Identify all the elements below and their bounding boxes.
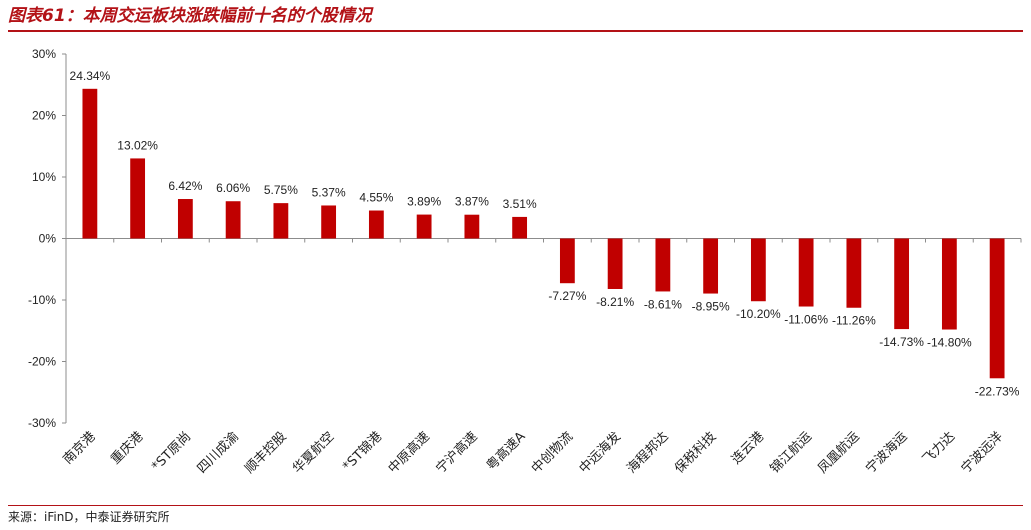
- data-label: 24.34%: [70, 69, 111, 83]
- data-label: 4.55%: [359, 191, 393, 205]
- x-tick-label: *ST锦港: [340, 429, 385, 474]
- y-tick-label: 30%: [32, 47, 56, 61]
- x-tick-label: *ST原尚: [149, 429, 194, 474]
- bar: [750, 238, 766, 302]
- x-tick-label: 四川成渝: [194, 429, 242, 477]
- data-label: -7.27%: [548, 289, 586, 303]
- source-rule: [8, 505, 1023, 506]
- bar: [894, 238, 910, 330]
- x-tick-label: 南京港: [60, 429, 99, 468]
- bar-chart: 30% 20% 10% 0% -10% -20% -30% 24.34% 南京港 13.02% 重庆…: [28, 47, 1022, 477]
- bar: [273, 203, 289, 239]
- bar: [989, 238, 1005, 379]
- data-label: 3.89%: [407, 195, 441, 209]
- figure-title: 图表61：本周交运板块涨跌幅前十名的个股情况: [8, 6, 372, 26]
- bar: [846, 238, 862, 308]
- data-label: -8.95%: [692, 300, 730, 314]
- data-label: -8.21%: [596, 295, 634, 309]
- x-tick-label: 飞力达: [920, 429, 958, 467]
- x-tick-label: 顺丰控股: [242, 429, 289, 476]
- x-tick-label: 宁波远洋: [958, 429, 1006, 477]
- bar: [464, 214, 480, 239]
- bar: [703, 238, 719, 294]
- x-tick-label: 重庆港: [108, 429, 147, 468]
- x-tick-label: 华夏航空: [289, 429, 337, 477]
- x-tick-label: 锦江航运: [767, 429, 815, 477]
- y-tick-label: 20%: [32, 109, 56, 123]
- y-tick-label: -10%: [28, 293, 56, 307]
- bar: [416, 214, 432, 239]
- x-tick-label: 中原高速: [385, 429, 433, 477]
- y-tick-label: 10%: [32, 170, 56, 184]
- data-label: 3.51%: [503, 197, 537, 211]
- y-tick-label: -20%: [28, 355, 56, 369]
- chart-area: 30% 20% 10% 0% -10% -20% -30% 24.34% 南京港 13.02% 重庆…: [0, 34, 1031, 504]
- bar: [607, 238, 623, 289]
- bar: [130, 158, 146, 239]
- bar: [512, 216, 528, 239]
- data-label: 5.37%: [312, 185, 346, 199]
- bar: [177, 199, 193, 239]
- data-label: -14.73%: [879, 335, 924, 349]
- data-label: -11.26%: [832, 314, 876, 328]
- data-label: -8.61%: [644, 297, 682, 311]
- x-tick-label: 宁波海运: [862, 429, 910, 477]
- bar: [559, 238, 575, 284]
- x-tick-label: 宁沪高速: [433, 429, 481, 477]
- x-tick-label: 中创物流: [529, 429, 576, 476]
- data-label: 6.06%: [216, 181, 250, 195]
- bar: [941, 238, 957, 330]
- bar: [321, 205, 337, 239]
- data-label: -22.73%: [975, 384, 1020, 398]
- data-label: -14.80%: [927, 336, 972, 350]
- bar: [82, 88, 98, 239]
- data-label: 5.75%: [264, 183, 298, 197]
- title-rule: [8, 30, 1023, 32]
- x-tick-label: 海程邦达: [624, 429, 671, 476]
- y-tick-label: 0%: [39, 232, 57, 246]
- data-label: 3.87%: [455, 195, 489, 209]
- x-tick-label: 中远海发: [576, 429, 624, 477]
- bar: [798, 238, 814, 307]
- data-label: -10.20%: [736, 307, 781, 321]
- bar: [368, 210, 384, 239]
- bar: [225, 201, 241, 239]
- x-tick-label: 连云港: [728, 429, 767, 468]
- source-note: 来源：iFinD，中泰证券研究所: [8, 510, 170, 524]
- x-tick-label: 粤高速A: [483, 428, 528, 473]
- x-tick-label: 保税科技: [672, 429, 719, 476]
- y-tick-label: -30%: [28, 416, 56, 430]
- data-label: 6.42%: [168, 179, 202, 193]
- data-label: -11.06%: [784, 313, 828, 327]
- x-tick-label: 凤凰航运: [815, 429, 863, 477]
- data-label: 13.02%: [117, 138, 158, 152]
- bar: [655, 238, 671, 292]
